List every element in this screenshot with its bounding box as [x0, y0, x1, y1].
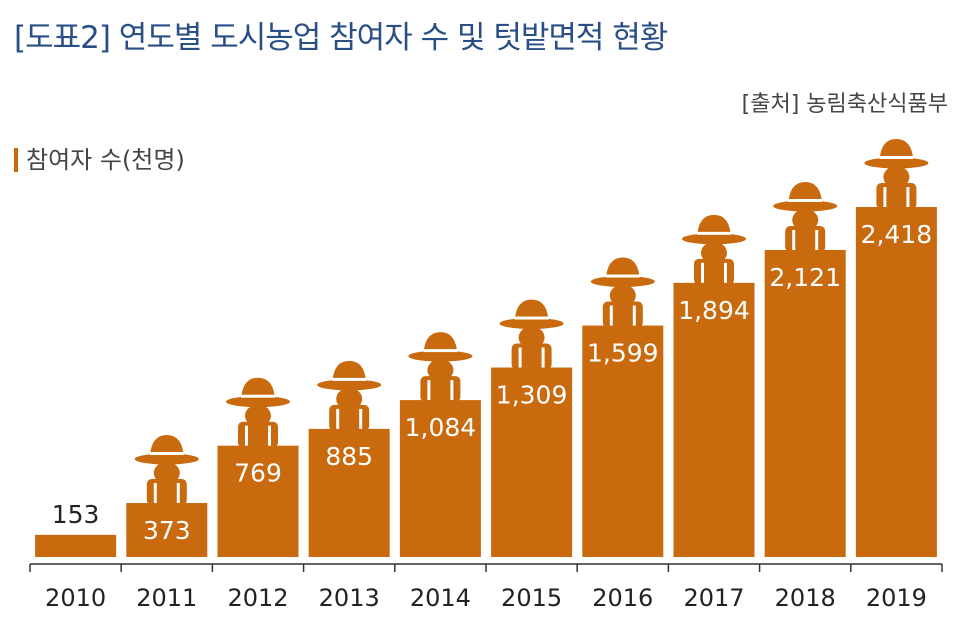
source-note: [출처] 농림축산식품부 — [741, 92, 948, 117]
y-axis-label-marker — [14, 148, 18, 172]
x-tick-label-2017: 2017 — [683, 584, 744, 612]
farmer-strap-shape — [245, 425, 248, 446]
farmer-strap-shape — [701, 262, 704, 283]
x-tick-label-2013: 2013 — [319, 584, 380, 612]
farmer-strap-shape — [609, 305, 613, 326]
chart-title: [도표2] 연도별 도시농업 참여자 수 및 텃밭면적 현황 — [14, 20, 668, 56]
farmer-with-hat-icon — [590, 257, 655, 328]
farmer-hat-band-shape — [241, 394, 275, 398]
farmer-hat-band-shape — [788, 198, 823, 202]
farmer-hat-band-shape — [514, 316, 549, 320]
farmer-strap-shape — [518, 347, 522, 368]
bar-2011 — [126, 503, 208, 557]
x-tick-label-2018: 2018 — [775, 584, 836, 612]
farmer-hat-band-shape — [423, 349, 458, 353]
bar-2017 — [673, 282, 755, 557]
farmer-face-shape — [609, 284, 636, 307]
x-tick-label-2016: 2016 — [592, 584, 653, 612]
farmer-face-shape — [336, 387, 363, 410]
x-tick-label-2014: 2014 — [410, 584, 471, 612]
data-label-2011: 373 — [143, 516, 191, 545]
farmer-face-shape — [245, 404, 271, 427]
y-axis-label-wrap: 참여자 수(천명) — [14, 140, 185, 175]
bar-2010 — [35, 534, 117, 557]
farmer-strap-shape — [883, 187, 887, 207]
data-label-2017: 1,894 — [678, 296, 750, 325]
farmer-strap-shape — [268, 425, 271, 446]
farmer-face-shape — [518, 326, 545, 349]
farmer-strap-shape — [427, 380, 431, 401]
farmer-strap-shape — [336, 408, 340, 429]
x-tick-label-2015: 2015 — [501, 584, 562, 612]
farmer-strap-shape — [176, 483, 180, 504]
farmer-hat-band-shape — [149, 452, 184, 456]
farmer-strap-shape — [153, 483, 157, 504]
farmer-with-hat-icon — [226, 377, 290, 448]
farmer-face-shape — [427, 359, 454, 382]
farmer-hat-band-shape — [332, 377, 367, 381]
data-label-2018: 2,121 — [769, 263, 841, 292]
farmer-strap-shape — [632, 305, 636, 326]
farmer-with-hat-icon — [317, 360, 382, 431]
farmer-face-shape — [153, 462, 180, 485]
y-axis-label: 참여자 수(천명) — [26, 146, 185, 174]
bar-2013 — [308, 428, 390, 557]
bar-2015 — [491, 367, 573, 557]
farmer-strap-shape — [541, 347, 545, 368]
farmer-strap-shape — [359, 408, 363, 429]
data-label-2012: 769 — [234, 459, 282, 488]
farmer-hat-band-shape — [605, 274, 640, 278]
farmer-hat-band-shape — [879, 156, 914, 159]
farmer-strap-shape — [815, 229, 819, 250]
data-label-2013: 885 — [325, 442, 373, 471]
x-tick-label-2012: 2012 — [227, 584, 288, 612]
bar-2016 — [582, 325, 664, 557]
data-label-2010: 153 — [52, 500, 100, 529]
farmer-strap-shape — [792, 229, 796, 250]
farmer-with-hat-icon — [134, 435, 199, 506]
x-tick-label-2011: 2011 — [136, 584, 197, 612]
farmer-face-shape — [883, 166, 910, 188]
farmer-with-hat-icon — [864, 139, 929, 209]
bar-2012 — [217, 445, 299, 557]
farmer-strap-shape — [906, 187, 910, 207]
data-label-2015: 1,309 — [496, 381, 568, 410]
farmer-strap-shape — [450, 380, 454, 401]
bar-2014 — [399, 400, 481, 557]
bar-2018 — [764, 249, 846, 557]
bar-2019 — [855, 207, 937, 557]
farmer-strap-shape — [724, 262, 727, 283]
data-label-2019: 2,418 — [861, 220, 933, 249]
farmer-hat-band-shape — [697, 231, 731, 235]
farmer-with-hat-icon — [408, 332, 473, 403]
x-tick-label-2010: 2010 — [45, 584, 106, 612]
farmer-with-hat-icon — [773, 181, 838, 252]
data-label-2016: 1,599 — [587, 339, 659, 368]
x-tick-label-2019: 2019 — [866, 584, 927, 612]
farmer-with-hat-icon — [682, 214, 746, 285]
farmer-face-shape — [701, 241, 727, 264]
data-label-2014: 1,084 — [405, 413, 477, 442]
farmer-with-hat-icon — [499, 299, 564, 370]
farmer-face-shape — [792, 208, 819, 231]
